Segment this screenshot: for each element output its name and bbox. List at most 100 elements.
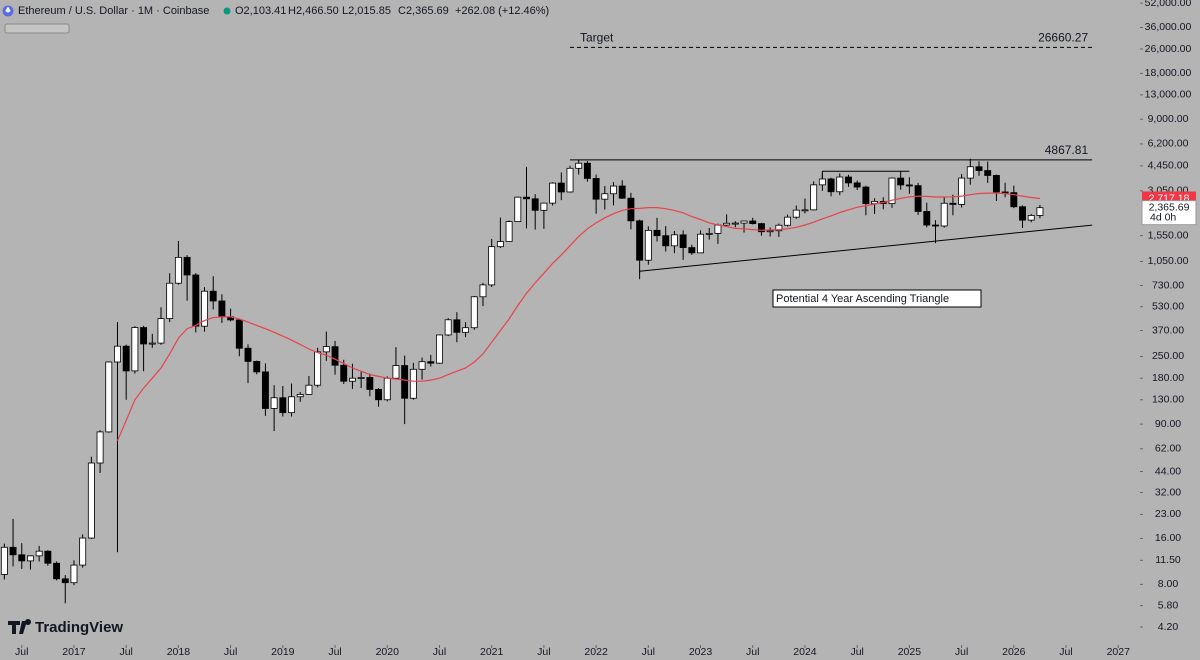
indicator-toggle[interactable] [4, 23, 70, 34]
symbol-title: Ethereum / U.S. Dollar · 1M · Coinbase [18, 5, 209, 17]
eth-glyph [5, 6, 11, 13]
candle-body [35, 550, 43, 557]
candle-body [740, 220, 748, 224]
candle-body [801, 209, 809, 212]
candle-body [166, 282, 174, 319]
candle-body [44, 550, 52, 564]
candle-body [131, 327, 139, 372]
candle-body [992, 175, 1000, 193]
candle-body [949, 202, 957, 205]
candle-body [784, 216, 792, 226]
candle-body [566, 167, 574, 193]
candle-body [836, 176, 844, 193]
candle-body [183, 256, 191, 276]
y-tick-label: 23.00 [1155, 508, 1181, 520]
candle-body [723, 222, 731, 226]
x-tick-label: 2018 [167, 646, 191, 658]
y-tick-label: 18,000.00 [1145, 67, 1192, 79]
y-tick-label: 8.00 [1158, 578, 1179, 590]
x-tick-label: 2020 [376, 646, 400, 658]
candle-body [662, 235, 670, 247]
price-tag-countdown: 4d 0h [1150, 211, 1176, 223]
candle-body [96, 431, 104, 464]
candle-body [366, 377, 374, 390]
candle-body [653, 229, 661, 237]
candle-body [357, 377, 365, 379]
candle-body [618, 185, 626, 199]
candle-body [79, 537, 87, 566]
candle-body [27, 555, 34, 562]
candle-body [888, 177, 896, 205]
candle-body [105, 361, 113, 433]
candle-body [557, 182, 565, 193]
candle-body [670, 234, 678, 247]
y-tick-label: 4.20 [1158, 621, 1179, 633]
candle-body [244, 347, 252, 362]
candle-body [505, 221, 513, 242]
candle-body [392, 365, 400, 379]
candle-body [61, 578, 69, 584]
candle-body [427, 361, 435, 364]
candle-body [688, 247, 696, 254]
y-tick-label: 44.00 [1155, 465, 1181, 477]
x-tick-label: 2019 [271, 646, 295, 658]
level-value: 4867.81 [1045, 143, 1089, 157]
y-tick-label: 9,000.00 [1148, 113, 1189, 125]
candle-body [340, 364, 348, 382]
price-tag [1141, 200, 1197, 226]
candle-body [87, 462, 95, 539]
candle-body [18, 554, 26, 562]
candle-body [575, 162, 583, 169]
x-tick-label: 2017 [62, 646, 86, 658]
watermark: TradingView [8, 619, 123, 636]
candle-body [201, 290, 208, 327]
candle-body [453, 319, 461, 333]
candle-body [1036, 207, 1044, 216]
candle-body [261, 371, 269, 409]
candle-body [679, 234, 687, 248]
watermark-logo [8, 619, 32, 634]
level-label: Target [580, 31, 614, 45]
candle-body [549, 182, 557, 204]
candle-body [288, 396, 295, 414]
x-tick-label: Jul [1059, 646, 1072, 658]
y-tick-label: 250.00 [1152, 350, 1184, 362]
y-tick-label: 1,550.00 [1148, 229, 1189, 241]
y-tick-label: 16.00 [1155, 532, 1181, 544]
candle-body [523, 196, 530, 200]
ohlc-close: C2,365.69 [398, 5, 449, 17]
candle-body [975, 166, 983, 171]
candle-body [862, 186, 870, 205]
candle-body [53, 562, 61, 580]
candle-body [253, 361, 261, 373]
candle-body [923, 211, 931, 226]
y-tick-label: 13,000.00 [1145, 89, 1192, 101]
y-tick-label: 180.00 [1152, 372, 1184, 384]
candle-body [157, 318, 165, 344]
y-tick-label: 62.00 [1155, 443, 1181, 455]
candle-body [966, 166, 974, 179]
candle-body [314, 351, 322, 386]
candle-body [209, 290, 217, 302]
x-tick-label: Jul [955, 646, 968, 658]
candle-body [9, 546, 17, 556]
candle-body [601, 193, 609, 200]
candle-body [766, 230, 774, 233]
candle-body [479, 284, 487, 298]
candle-body [697, 233, 704, 254]
x-tick-label: 2025 [898, 646, 922, 658]
candle-body [375, 389, 382, 401]
y-tick-label: 26,000.00 [1145, 43, 1192, 55]
y-tick-label: 6,200.00 [1148, 138, 1189, 150]
x-tick-label: 2021 [480, 646, 504, 658]
candle-body [444, 319, 452, 336]
annotation-text: Potential 4 Year Ascending Triangle [776, 293, 949, 305]
candle-body [514, 196, 522, 222]
x-tick-label: 2022 [584, 646, 608, 658]
candle-body [0, 546, 8, 575]
x-tick-label: 2024 [793, 646, 817, 658]
candle-body [758, 223, 765, 233]
y-tick-label: 130.00 [1152, 394, 1184, 406]
x-tick-label: 2027 [1107, 646, 1131, 658]
candle-body [540, 202, 548, 211]
